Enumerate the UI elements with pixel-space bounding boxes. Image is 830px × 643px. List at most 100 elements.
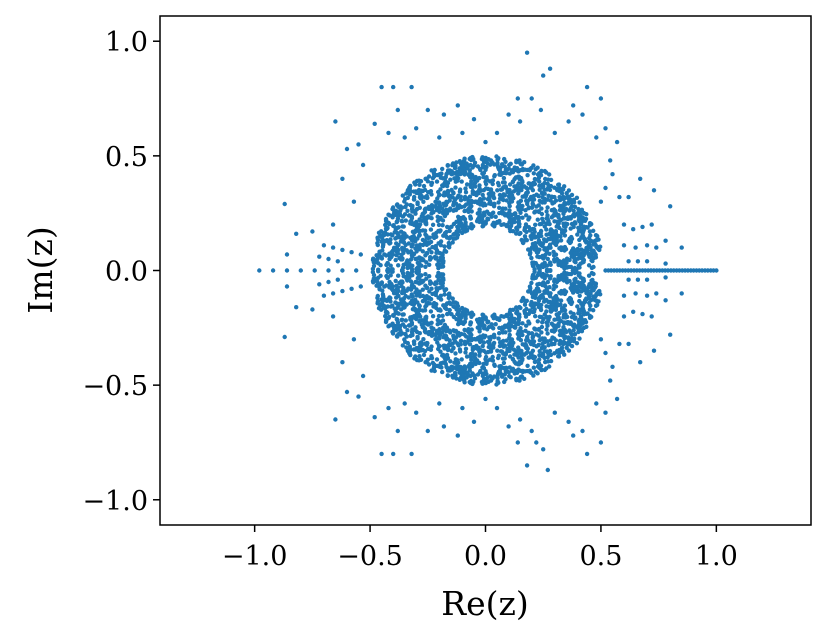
scatter-point [410, 307, 416, 312]
scatter-point [356, 394, 361, 399]
scatter-point [408, 202, 413, 208]
scatter-point [562, 233, 568, 238]
scatter-point [444, 306, 449, 312]
scatter-point [434, 234, 439, 239]
scatter-point [502, 356, 507, 361]
scatter-point [404, 234, 409, 239]
scatter-point [529, 197, 535, 202]
scatter-point [539, 206, 544, 211]
scatter-point [531, 163, 536, 168]
scatter-point [408, 279, 414, 284]
scatter-point [473, 352, 478, 357]
scatter-point [495, 348, 500, 353]
scatter-point [533, 295, 538, 300]
scatter-point [553, 305, 558, 311]
scatter-point [495, 316, 500, 322]
scatter-point [388, 273, 393, 278]
scatter-point [371, 272, 377, 278]
scatter-point [521, 240, 526, 246]
scatter-point [631, 227, 636, 232]
scatter-point [457, 159, 462, 164]
scatter-point [554, 256, 560, 262]
scatter-point [417, 233, 422, 238]
scatter-point [552, 410, 557, 415]
scatter-point [423, 221, 428, 226]
scatter-point [372, 121, 377, 127]
scatter-point [586, 263, 592, 268]
scatter-point [422, 238, 428, 244]
scatter-point [564, 329, 569, 335]
scatter-point [649, 314, 654, 319]
scatter-point [410, 229, 416, 234]
scatter-point [481, 188, 486, 193]
scatter-point [594, 401, 599, 406]
scatter-point [420, 249, 425, 254]
scatter-point [587, 240, 592, 245]
scatter-point [463, 350, 468, 355]
scatter-point [547, 187, 553, 193]
scatter-point [483, 181, 489, 187]
scatter-point [610, 172, 615, 177]
scatter-point [396, 242, 401, 248]
scatter-point [535, 319, 540, 324]
scatter-point [584, 225, 589, 230]
scatter-point [640, 224, 645, 230]
scatter-point [462, 319, 468, 325]
scatter-point [481, 223, 486, 228]
scatter-point [462, 204, 467, 209]
scatter-point [298, 268, 303, 273]
scatter-point [654, 291, 659, 296]
scatter-point [557, 290, 562, 295]
scatter-point [513, 325, 518, 330]
scatter-point [569, 282, 574, 287]
scatter-point [483, 396, 488, 402]
scatter-point [453, 357, 458, 362]
scatter-point [413, 211, 418, 216]
scatter-point [478, 323, 483, 329]
scatter-point [326, 279, 331, 285]
scatter-point [420, 228, 426, 233]
scatter-point [523, 208, 528, 213]
scatter-point [400, 343, 405, 348]
scatter-point [472, 376, 478, 381]
scatter-point [396, 332, 401, 337]
scatter-point [591, 228, 596, 233]
scatter-point [440, 360, 446, 365]
scatter-point [517, 160, 522, 165]
scatter-point [340, 247, 345, 253]
scatter-point [447, 242, 452, 247]
scatter-point [480, 381, 486, 386]
scatter-point [429, 320, 434, 325]
scatter-point [554, 224, 559, 229]
scatter-point [403, 339, 408, 345]
scatter-point [404, 191, 409, 196]
scatter-point [540, 182, 545, 188]
scatter-point [598, 96, 604, 101]
scatter-point [552, 336, 557, 341]
scatter-point [557, 341, 562, 347]
scatter-point [492, 374, 497, 379]
scatter-point [542, 200, 547, 205]
scatter-point [480, 373, 485, 379]
scatter-point [531, 193, 536, 199]
scatter-point [440, 313, 445, 318]
scatter-point [584, 451, 590, 457]
scatter-point [284, 268, 290, 273]
scatter-point [540, 353, 545, 359]
scatter-point [375, 237, 381, 242]
scatter-point [404, 302, 409, 307]
scatter-point [488, 337, 493, 342]
scatter-point [486, 157, 491, 162]
scatter-point [401, 312, 406, 317]
scatter-point [469, 314, 474, 319]
scatter-point [442, 333, 448, 338]
scatter-point [621, 293, 627, 298]
scatter-point [536, 298, 542, 303]
scatter-point [512, 359, 517, 365]
scatter-point [397, 234, 402, 240]
scatter-point [528, 250, 533, 255]
scatter-point [423, 253, 428, 258]
scatter-point [554, 312, 559, 317]
scatter-point [572, 220, 578, 225]
